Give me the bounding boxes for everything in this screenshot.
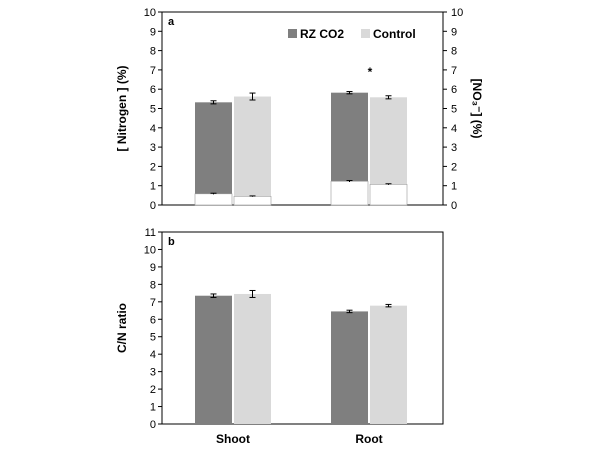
y-tick-label: 9 bbox=[150, 262, 156, 274]
y-tick-label: 1 bbox=[150, 402, 156, 414]
y2-tick-label: 9 bbox=[451, 26, 457, 38]
bar-control-shoot bbox=[234, 293, 271, 424]
bar-rz-co2-root bbox=[331, 311, 368, 424]
y-tick-label: 5 bbox=[150, 332, 156, 344]
y-tick-label: 2 bbox=[150, 384, 156, 396]
panel-a-nitrogen-chart: 0 1 2 3 4 5 6 7 8 9 10 0 1 2 3 4 5 6 7 8 9 10 a [ Nitrogen ] (%… bbox=[115, 7, 484, 212]
plot-frame bbox=[161, 231, 444, 425]
inner-bar-control-shoot bbox=[233, 196, 272, 206]
y2-tick-label: 8 bbox=[451, 46, 457, 58]
legend-swatch-rz-co2 bbox=[288, 29, 297, 38]
y-axis-label: C/N ratio bbox=[115, 303, 129, 353]
y2-tick-label: 10 bbox=[451, 7, 463, 19]
y-tick-label: 6 bbox=[150, 84, 156, 96]
y-tick-label: 1 bbox=[150, 181, 156, 193]
inner-bar-rz-co2-shoot bbox=[194, 193, 233, 206]
legend-entry-rz-co2: RZ CO2 bbox=[300, 27, 344, 41]
bar-control-shoot bbox=[234, 96, 271, 205]
category-label-shoot: Shoot bbox=[216, 432, 250, 446]
y-tick-label: 7 bbox=[150, 65, 156, 77]
y-tick-label: 2 bbox=[150, 161, 156, 173]
y2-tick-label: 7 bbox=[451, 65, 457, 77]
inner-bar-control-root bbox=[369, 184, 408, 206]
y2-axis-label: [NO₃⁻] (%) bbox=[470, 79, 484, 139]
bar-rz-co2-shoot bbox=[195, 295, 232, 424]
y2-tick-label: 2 bbox=[451, 161, 457, 173]
y-tick-label: 8 bbox=[150, 46, 156, 58]
y-tick-label: 7 bbox=[150, 297, 156, 309]
bar-rz-co2-shoot bbox=[195, 102, 232, 205]
bar-control-root bbox=[370, 305, 407, 424]
inner-bar-rz-co2-root bbox=[330, 180, 369, 206]
y-tick-label: 10 bbox=[144, 7, 156, 19]
y2-tick-label: 1 bbox=[451, 181, 457, 193]
y-tick-label: 4 bbox=[150, 349, 156, 361]
y-tick-label: 4 bbox=[150, 123, 156, 135]
y2-tick-label: 6 bbox=[451, 84, 457, 96]
y2-tick-label: 3 bbox=[451, 142, 457, 154]
panel-letter: b bbox=[168, 236, 175, 248]
y-tick-label: 0 bbox=[150, 419, 156, 431]
y2-tick-label: 0 bbox=[451, 200, 457, 212]
y-tick-label: 10 bbox=[144, 244, 156, 256]
y-tick-label: 6 bbox=[150, 314, 156, 326]
category-label-root: Root bbox=[355, 432, 382, 446]
y-tick-label: 9 bbox=[150, 26, 156, 38]
y-axis-label: [ Nitrogen ] (%) bbox=[115, 66, 129, 152]
y-tick-label: 3 bbox=[150, 367, 156, 379]
panel-b-cn-ratio-chart: 0 1 2 3 4 5 6 7 8 9 10 11 b C/N ratio Shoot Root bbox=[115, 227, 444, 446]
panel-letter: a bbox=[168, 16, 175, 28]
y-tick-label: 8 bbox=[150, 279, 156, 291]
legend-entry-control: Control bbox=[373, 27, 416, 41]
y-tick-label: 0 bbox=[150, 200, 156, 212]
y2-tick-label: 5 bbox=[451, 104, 457, 116]
y-tick-label: 3 bbox=[150, 142, 156, 154]
y-tick-label: 11 bbox=[145, 227, 156, 239]
y-tick-label: 5 bbox=[150, 104, 156, 116]
y2-tick-label: 4 bbox=[451, 123, 457, 135]
significance-marker: * bbox=[368, 65, 373, 79]
legend-swatch-control bbox=[361, 29, 370, 38]
